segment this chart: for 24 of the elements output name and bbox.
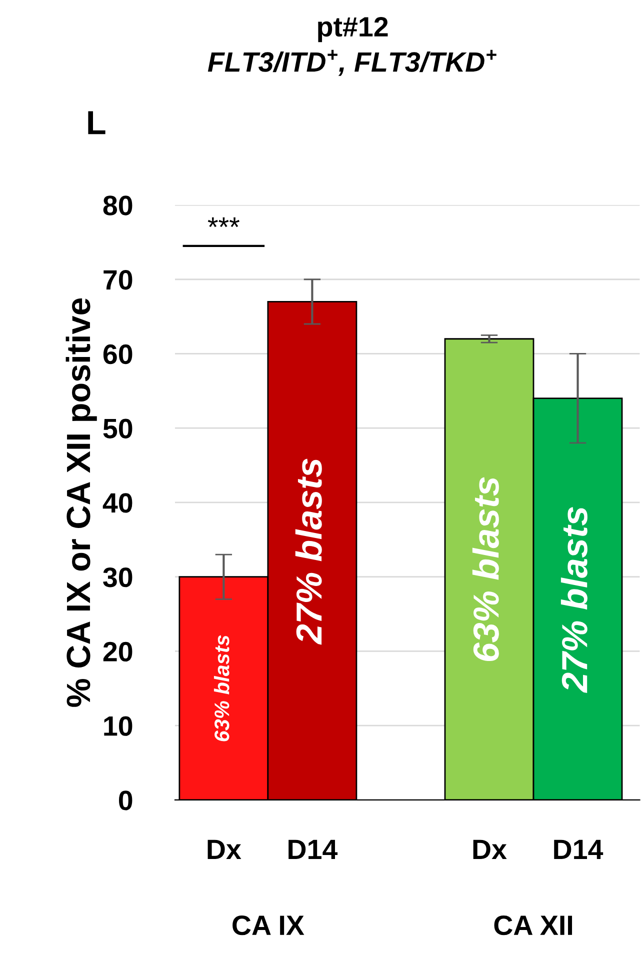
annotation: 63% blasts	[472, 477, 499, 662]
chart-subtitle: FLT3/ITD$^{+}$, FLT3/TKD$^{+}$	[208, 50, 496, 76]
x-tick-label: Dx	[208, 840, 242, 859]
y-tick-label: 40	[102, 493, 132, 513]
y-tick-label: 10	[104, 716, 132, 736]
annotation: 27% blasts	[560, 507, 588, 694]
y-tick-label: 0	[118, 790, 132, 810]
x-tick-label: D14	[288, 840, 338, 859]
y-tick-label: 30	[103, 568, 132, 588]
y-axis-title: % CA IX or CA XII positive	[66, 298, 97, 707]
text: L	[88, 111, 106, 134]
annotation: 63% blasts	[214, 635, 230, 742]
x-tick-label: D14	[554, 840, 604, 859]
chart-title: pt#12	[318, 17, 388, 42]
annotation: 27% blasts	[295, 458, 322, 645]
y-tick-label: 20	[103, 642, 132, 662]
y-tick-label: 70	[104, 270, 132, 290]
x-tick-label: Dx	[473, 840, 507, 859]
text: CA XII	[494, 915, 572, 936]
text: CA IX	[232, 915, 304, 936]
annotation: ***	[208, 217, 240, 228]
y-tick-label: 60	[103, 344, 132, 364]
y-tick-label: 50	[103, 418, 132, 438]
y-tick-label: 80	[103, 196, 132, 216]
